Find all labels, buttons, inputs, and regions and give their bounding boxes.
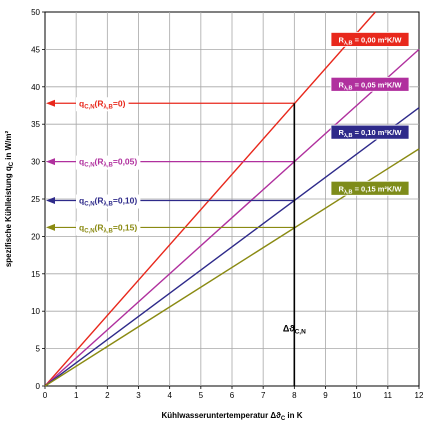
callout-label-sub2: λ,B <box>104 104 114 110</box>
x-tick-label: 2 <box>105 391 110 400</box>
legend-label-value: = 0,15 m²K/W <box>353 184 403 193</box>
y-axis-title-sub: C <box>9 161 15 166</box>
callout-label-bg-2 <box>76 155 141 170</box>
legend-label-3: Rλ,B = 0,10 m²K/W <box>339 128 403 139</box>
callout-label-bg-4 <box>76 221 141 236</box>
x-tick-label: 1 <box>74 391 79 400</box>
callout-label-mid: (R <box>95 98 104 108</box>
callout-label-main: q <box>79 157 84 167</box>
callout-arrow-3 <box>46 196 55 204</box>
legend-label-value: = 0,10 m²K/W <box>353 128 403 137</box>
y-tick-label: 35 <box>31 120 40 129</box>
y-tick-label: 0 <box>36 382 41 391</box>
legend-box-2 <box>330 76 410 92</box>
series-lines <box>44 11 420 387</box>
legend-label-main: R <box>339 184 345 193</box>
x-tick-label: 7 <box>261 391 266 400</box>
y-axis-title-main: spezifische Kühlleistung q <box>4 166 13 267</box>
callout-label-3: qC,N(Rλ,B=0,10) <box>79 195 137 207</box>
callout-label-sub: C,N <box>84 228 94 234</box>
legend-label-sub: λ,B <box>344 189 353 195</box>
callout-label-mid: (R <box>95 222 104 232</box>
callout-label-2: qC,N(Rλ,B=0,05) <box>79 157 137 169</box>
legend-label-1: Rλ,B = 0,00 m²K/W <box>339 35 403 46</box>
x-axis-title: Kühlwasseruntertemperatur ΔϑC in K <box>161 411 302 422</box>
x-tick-label: 11 <box>384 391 393 400</box>
callout-label-main: q <box>79 98 84 108</box>
series-line-1 <box>44 11 376 387</box>
callout-label-bg-1 <box>76 97 129 112</box>
grid <box>45 12 419 386</box>
y-tick-label: 20 <box>31 232 40 241</box>
legend-label-value: = 0,00 m²K/W <box>353 35 403 44</box>
x-axis-title-main: Kühlwasseruntertemperatur Δϑ <box>161 411 281 420</box>
callout-arrow-2 <box>46 158 55 166</box>
marker: ΔϑC,N <box>283 103 306 386</box>
callout-label-tail: =0,15) <box>113 222 138 232</box>
y-tick-label: 25 <box>31 195 40 204</box>
x-axis-title-sub: C <box>281 416 286 422</box>
callout-label-sub2: λ,B <box>104 201 114 207</box>
callout-label-tail: =0,10) <box>113 195 138 205</box>
y-tick-label: 15 <box>31 270 40 279</box>
callout-label-1: qC,N(Rλ,B=0) <box>79 98 126 110</box>
legend-label-4: Rλ,B = 0,15 m²K/W <box>339 184 403 195</box>
design-point-label: ΔϑC,N <box>283 323 306 335</box>
x-tick-label: 12 <box>415 391 424 400</box>
x-tick-label: 9 <box>323 391 328 400</box>
y-tick-label: 40 <box>31 83 40 92</box>
callout-label-mid: (R <box>95 195 104 205</box>
x-tick-label: 0 <box>43 391 48 400</box>
legend-label-main: R <box>339 128 345 137</box>
x-tick-label: 4 <box>167 391 172 400</box>
callout-label-sub: C,N <box>84 104 94 110</box>
callout-label-sub: C,N <box>84 163 94 169</box>
callout-label-sub: C,N <box>84 201 94 207</box>
y-tick-label: 50 <box>31 8 40 17</box>
legend: Rλ,B = 0,00 m²K/WRλ,B = 0,05 m²K/WRλ,B =… <box>330 32 410 196</box>
callout-label-4: qC,N(Rλ,B=0,15) <box>79 222 137 234</box>
x-axis-title-unit: in K <box>285 411 303 420</box>
y-tick-label: 5 <box>36 345 41 354</box>
x-tick-label: 8 <box>292 391 297 400</box>
y-tick-label: 10 <box>31 307 40 316</box>
legend-label-main: R <box>339 80 345 89</box>
legend-label-sub: λ,B <box>344 85 353 91</box>
legend-label-sub: λ,B <box>344 40 353 46</box>
callout-label-tail: =0,05) <box>113 157 138 167</box>
callout-label-tail: =0) <box>113 98 126 108</box>
y-tick-label: 30 <box>31 158 40 167</box>
callout-label-main: q <box>79 222 84 232</box>
legend-label-2: Rλ,B = 0,05 m²K/W <box>339 80 403 91</box>
legend-label-value: = 0,05 m²K/W <box>353 80 403 89</box>
callout-label-bg-3 <box>76 194 141 209</box>
x-tick-label: 6 <box>230 391 235 400</box>
legend-box-1 <box>330 32 410 47</box>
x-tick-label: 5 <box>199 391 204 400</box>
x-tick-label: 3 <box>136 391 141 400</box>
callout-label-main: q <box>79 195 84 205</box>
series-line-3 <box>44 107 420 387</box>
y-tick-label: 45 <box>31 45 40 54</box>
legend-label-main: R <box>339 35 345 44</box>
design-point-label-sub: C,N <box>295 328 307 335</box>
y-axis-title: spezifische Kühlleistung qC in W/m² <box>4 130 15 267</box>
callout-arrow-1 <box>46 99 55 107</box>
x-tick-label: 10 <box>352 391 361 400</box>
callout-label-sub2: λ,B <box>104 228 114 234</box>
legend-label-sub: λ,B <box>344 133 353 139</box>
legend-box-4 <box>330 180 410 196</box>
legend-box-3 <box>330 124 410 140</box>
callout-arrow-4 <box>46 223 55 231</box>
callout-label-sub2: λ,B <box>104 163 114 169</box>
design-point-label-main: Δϑ <box>283 323 295 333</box>
callouts: qC,N(Rλ,B=0)qC,N(Rλ,B=0,05)qC,N(Rλ,B=0,1… <box>46 97 295 236</box>
y-axis-title-unit: in W/m² <box>4 130 13 161</box>
callout-label-mid: (R <box>95 157 104 167</box>
series-line-2 <box>44 48 420 387</box>
